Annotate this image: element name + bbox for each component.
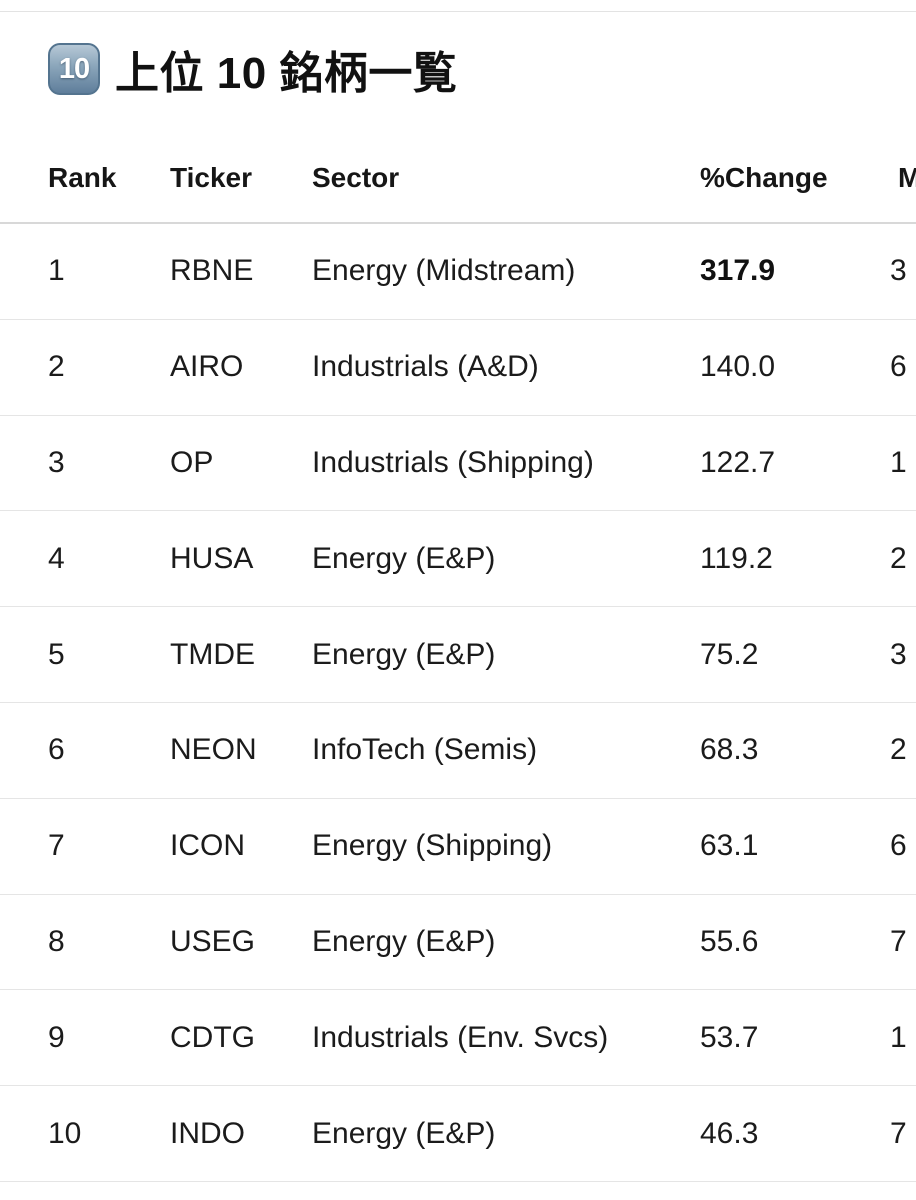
- top10-stocks-table: Rank Ticker Sector %Change M 1 RBNE Energy…: [0, 134, 916, 1182]
- rank-cell: 2: [48, 350, 65, 384]
- table-row: 10 INDO Energy (E&P) 46.3 7: [0, 1086, 916, 1182]
- mktcap-cell-partial: 1: [890, 1020, 907, 1054]
- table-header-row: Rank Ticker Sector %Change M: [0, 134, 916, 224]
- header-ticker: Ticker: [170, 162, 252, 193]
- rank-cell: 9: [48, 1020, 65, 1054]
- mktcap-cell-partial: 3: [890, 254, 907, 288]
- sector-cell: Energy (E&P): [312, 541, 496, 575]
- ticker-cell: ICON: [170, 829, 245, 863]
- change-cell: 68.3: [700, 733, 759, 767]
- sector-cell: Industrials (Shipping): [312, 445, 594, 479]
- sector-cell: Industrials (A&D): [312, 350, 539, 384]
- ticker-cell: USEG: [170, 924, 256, 958]
- ticker-cell: NEON: [170, 733, 257, 767]
- rank-cell: 7: [48, 829, 65, 863]
- rank-cell: 4: [48, 541, 65, 575]
- ticker-cell: OP: [170, 445, 214, 479]
- rank-cell: 10: [48, 1116, 82, 1150]
- ticker-cell: RBNE: [170, 254, 254, 288]
- rank-cell: 3: [48, 445, 65, 479]
- change-cell: 119.2: [700, 541, 773, 575]
- page-title: 上位 10 銘柄一覧: [115, 49, 458, 98]
- sector-cell: InfoTech (Semis): [312, 733, 538, 767]
- change-cell: 140.0: [700, 350, 776, 384]
- change-cell: 317.9: [700, 254, 776, 288]
- table-body: 1 RBNE Energy (Midstream) 317.9 3 2 AIRO Indust…: [0, 224, 916, 1182]
- mktcap-cell-partial: 2: [890, 733, 907, 767]
- ticker-cell: AIRO: [170, 350, 244, 384]
- change-cell: 63.1: [700, 829, 759, 863]
- rank-cell: 6: [48, 733, 65, 767]
- header-change: %Change: [700, 162, 828, 193]
- mktcap-cell-partial: 6: [890, 350, 907, 384]
- rank-cell: 1: [48, 254, 65, 288]
- table-row: 7 ICON Energy (Shipping) 63.1 6: [0, 799, 916, 895]
- mktcap-cell-partial: 2: [890, 541, 907, 575]
- table-row: 9 CDTG Industrials (Env. Svcs) 53.7 1: [0, 990, 916, 1087]
- sector-cell: Energy (Midstream): [312, 254, 576, 288]
- sector-cell: Energy (E&P): [312, 637, 496, 671]
- mktcap-cell-partial: 7: [890, 1116, 907, 1150]
- table-row: 2 AIRO Industrials (A&D) 140.0 6: [0, 320, 916, 416]
- keycap-10-icon: 10: [48, 43, 100, 95]
- sector-cell: Energy (E&P): [312, 924, 496, 958]
- table-row: 3 OP Industrials (Shipping) 122.7 1: [0, 416, 916, 512]
- top-divider: [0, 11, 916, 12]
- table-row: 5 TMDE Energy (E&P) 75.2 3: [0, 607, 916, 703]
- rank-cell: 8: [48, 924, 65, 958]
- ticker-cell: INDO: [170, 1116, 245, 1150]
- table-row: 8 USEG Energy (E&P) 55.6 7: [0, 895, 916, 991]
- ticker-cell: HUSA: [170, 541, 254, 575]
- header-mktcap-partial: M: [898, 162, 916, 193]
- header-sector: Sector: [312, 162, 400, 193]
- table-row: 4 HUSA Energy (E&P) 119.2 2: [0, 511, 916, 608]
- change-cell: 122.7: [700, 445, 776, 479]
- ticker-cell: CDTG: [170, 1020, 255, 1054]
- mktcap-cell-partial: 3: [890, 637, 907, 671]
- change-cell: 53.7: [700, 1020, 759, 1054]
- mktcap-cell-partial: 7: [890, 924, 907, 958]
- sector-cell: Industrials (Env. Svcs): [312, 1020, 609, 1054]
- change-cell: 75.2: [700, 637, 759, 671]
- sector-cell: Energy (E&P): [312, 1116, 496, 1150]
- change-cell: 55.6: [700, 924, 759, 958]
- mktcap-cell-partial: 6: [890, 829, 907, 863]
- sector-cell: Energy (Shipping): [312, 829, 553, 863]
- page-title-bar: 10 上位 10 銘柄一覧: [48, 37, 457, 101]
- table-row: 6 NEON InfoTech (Semis) 68.3 2: [0, 703, 916, 799]
- header-rank: Rank: [48, 162, 117, 193]
- mktcap-cell-partial: 1: [890, 445, 907, 479]
- rank-cell: 5: [48, 637, 65, 671]
- ticker-cell: TMDE: [170, 637, 255, 671]
- table-row: 1 RBNE Energy (Midstream) 317.9 3: [0, 224, 916, 320]
- change-cell: 46.3: [700, 1116, 759, 1150]
